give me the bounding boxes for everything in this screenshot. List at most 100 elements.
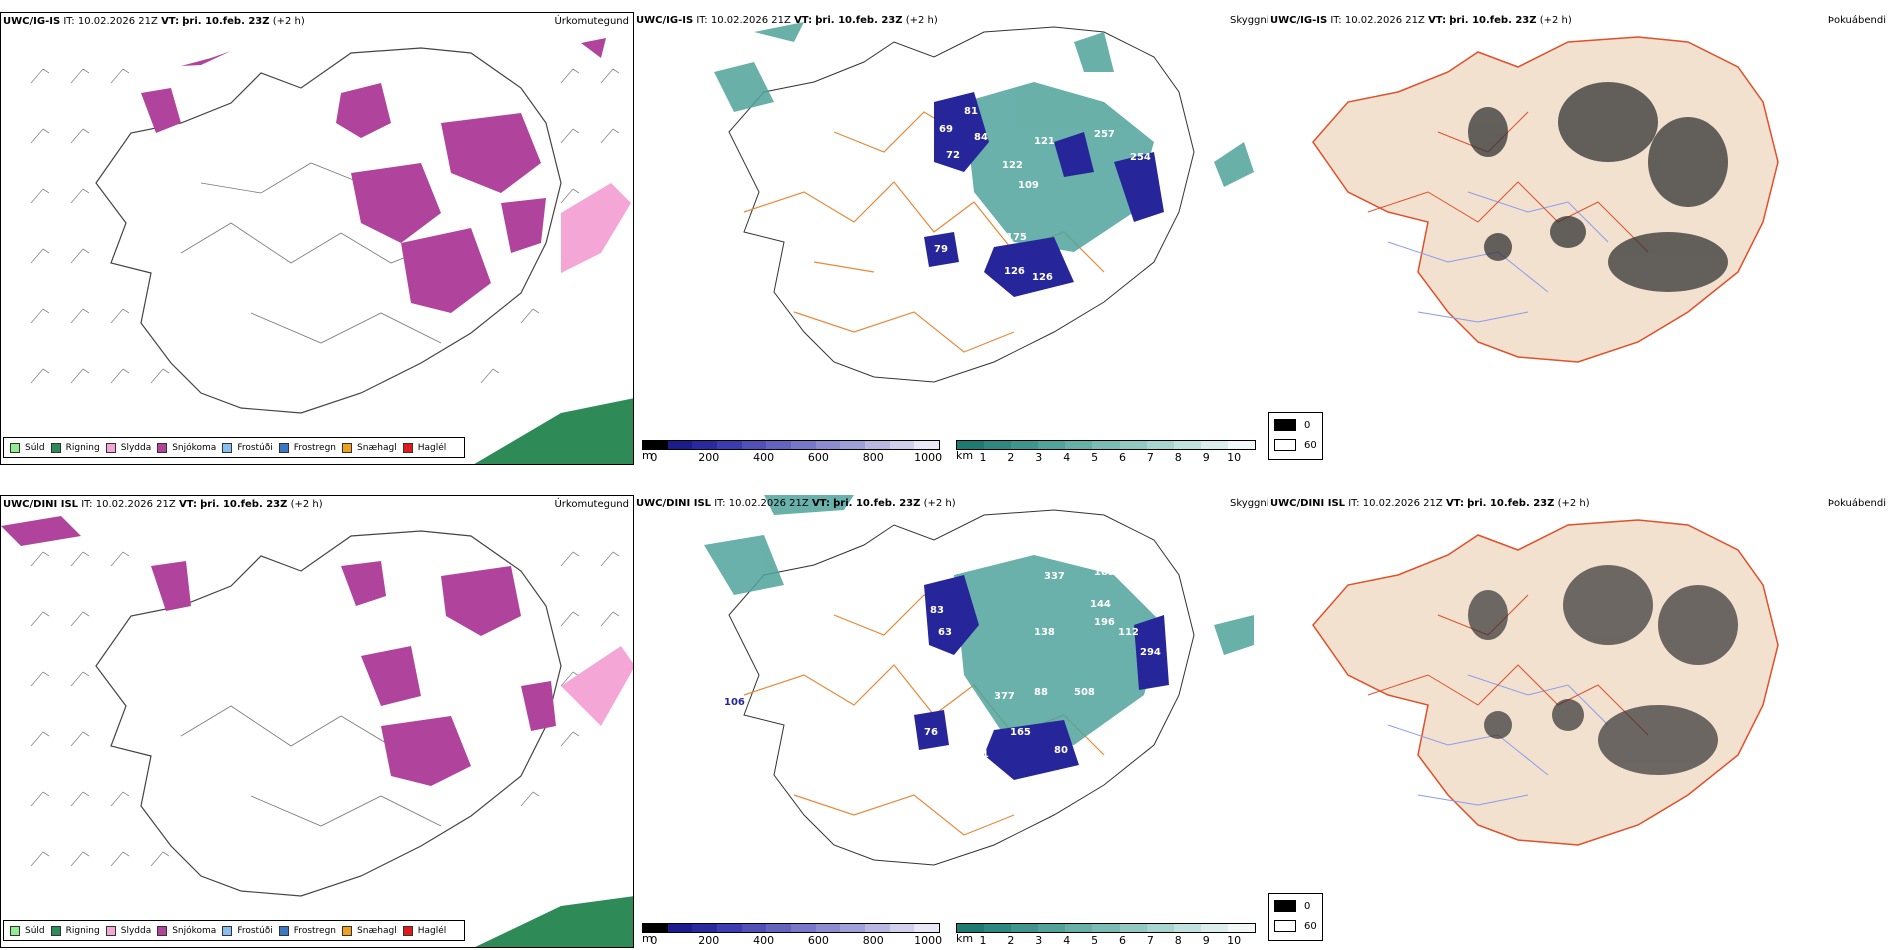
colorbar-step (717, 924, 742, 932)
legend-item-snow: Snjókoma (157, 925, 216, 936)
init-time: 10.02.2026 21Z (77, 16, 158, 27)
vis-label: 242 (1124, 562, 1145, 573)
colorbar-step (865, 924, 890, 932)
colorbar-step (1146, 441, 1174, 449)
vis-label: 95 (1106, 242, 1120, 253)
colorbar-tick: 5 (1091, 934, 1099, 947)
vis-label: 126 (1004, 266, 1025, 277)
colorbar-step (840, 924, 866, 932)
colorbar-tick: 4 (1063, 934, 1071, 947)
vis-label: 128 (1104, 264, 1125, 275)
colorbar-step (1119, 924, 1147, 932)
colorbar-tick: 6 (1119, 934, 1126, 947)
vis-label: 88 (1034, 687, 1048, 698)
colorbar-step (1092, 441, 1120, 449)
vis-label: 126 (1032, 272, 1053, 283)
precip-type-panel-2: UWC/DINI ISL IT: 10.02.2026 21Z VT: þri.… (0, 495, 634, 948)
colorbar-tick: 2 (1007, 934, 1015, 947)
colorbar-step (1065, 441, 1093, 449)
visibility-ticks: 1 2 3 4 5 6 7 8 9 10 (956, 450, 1256, 464)
colorbar-tick: 400 (753, 934, 775, 947)
visibility-panel-1: 69 72 79 81 84 109 121 122 126 128 95 22… (634, 12, 1268, 465)
colorbar-tick: 3 (1035, 934, 1043, 947)
vis-teal-areas (714, 22, 1254, 252)
visibility-unit: km (956, 449, 974, 462)
vis-label: 81 (964, 106, 978, 117)
roads (180, 162, 442, 344)
vis-label: 209 (1146, 110, 1167, 121)
vis-label: 83 (930, 605, 944, 616)
legend-item-freezing-rain: Frostregn (278, 925, 336, 936)
precip-map-1 (30, 38, 633, 464)
legend-item-drizzle: Súld (10, 925, 45, 936)
vis-label: 69 (939, 124, 953, 135)
vis-label: 123 (964, 731, 985, 742)
legend-item-sleet: Slydda (105, 442, 151, 453)
colorbar-tick: 8 (1174, 934, 1182, 947)
colorbar-step (741, 441, 767, 449)
vis-label: 196 (1094, 617, 1115, 628)
vis-label: 138 (1034, 627, 1055, 638)
vis-label: 122 (1002, 160, 1023, 171)
colorbar-step (791, 924, 816, 932)
elevation-unit: m (642, 449, 653, 462)
colorbar-tick: 1000 (914, 451, 943, 464)
colorbar-tick: 2 (1007, 451, 1015, 464)
vis-label: 72 (946, 150, 960, 161)
colorbar-step (815, 441, 841, 449)
colorbar-tick: 9 (1202, 451, 1210, 464)
vis-label: 106 (724, 697, 745, 708)
precip-map-2 (1, 516, 633, 947)
visibility-strip (956, 440, 1256, 450)
colorbar-tick: 0 (650, 934, 658, 947)
panel-header: UWC/IG-IS IT: 10.02.2026 21Z VT: þri. 10… (1270, 15, 1572, 26)
colorbar-step (717, 441, 742, 449)
colorbar-step (1200, 441, 1228, 449)
colorbar-step (840, 441, 866, 449)
colorbar-tick: 1 (979, 451, 987, 464)
panel-header: UWC/DINI ISL IT: 10.02.2026 21Z VT: þri.… (3, 499, 323, 510)
colorbar-step (889, 924, 915, 932)
roads (743, 111, 1105, 353)
elevation-ticks: 0 200 400 600 800 1000 (642, 450, 943, 464)
colorbar-tick: 0 (650, 451, 658, 464)
vis-label: 147 (1064, 294, 1085, 305)
colorbar-step (1200, 924, 1228, 932)
visibility-panel-2: 83 63 76 106 123 131 165 80 88 144 196 1… (634, 495, 1268, 948)
legend-item-freezing-drizzle: Frostúði (222, 925, 273, 936)
colorbar-tick: 7 (1146, 934, 1154, 947)
it-label: IT: (63, 16, 75, 27)
colorbar-tick: 200 (698, 451, 720, 464)
fog-panel-1: UWC/IG-IS IT: 10.02.2026 21Z VT: þri. 10… (1268, 12, 1900, 465)
colorbar-tick: 5 (1091, 451, 1099, 464)
colorbar-step (667, 924, 693, 932)
legend-item-freezing-drizzle: Frostúði (222, 442, 273, 453)
vis-label: 277 (1124, 234, 1145, 245)
colorbar-step (984, 441, 1012, 449)
fog-panel-2: UWC/DINI ISL IT: 10.02.2026 21Z VT: þri.… (1268, 495, 1900, 948)
colorbar-step (766, 924, 792, 932)
legend-item-hail: Haglél (402, 442, 446, 453)
vis-label: 112 (1118, 627, 1139, 638)
elevation-colorbar: 0 200 400 600 800 1000 m (642, 440, 943, 464)
panel-title-visibility: Skyggni (1230, 498, 1268, 509)
legend-item-rain: Rigning (50, 442, 100, 453)
colorbar-step (643, 441, 668, 449)
vis-label: 165 (1010, 727, 1031, 738)
colorbar-tick: 600 (807, 451, 829, 464)
colorbar-tick: 10 (1227, 934, 1242, 947)
vis-label: 189 (1094, 567, 1115, 578)
colorbar-step (1011, 924, 1039, 932)
rain-area (474, 398, 633, 464)
colorbar-tick: 800 (862, 451, 884, 464)
elevation-colorbar: 0 200 400 600 800 1000 m (642, 923, 942, 947)
colorbar-step (643, 924, 668, 932)
valid-time: þri. 10.feb. 23Z (182, 16, 270, 27)
visibility-map-2: 83 63 76 106 123 131 165 80 88 144 196 1… (704, 495, 1254, 866)
vis-label: 228 (1084, 74, 1105, 85)
colorbar-step (957, 441, 985, 449)
legend-item-snow-pellets: Snæhagl (342, 925, 397, 936)
fog-map-1 (1312, 36, 1779, 363)
colorbar-step (741, 924, 767, 932)
colorbar-step (984, 924, 1012, 932)
